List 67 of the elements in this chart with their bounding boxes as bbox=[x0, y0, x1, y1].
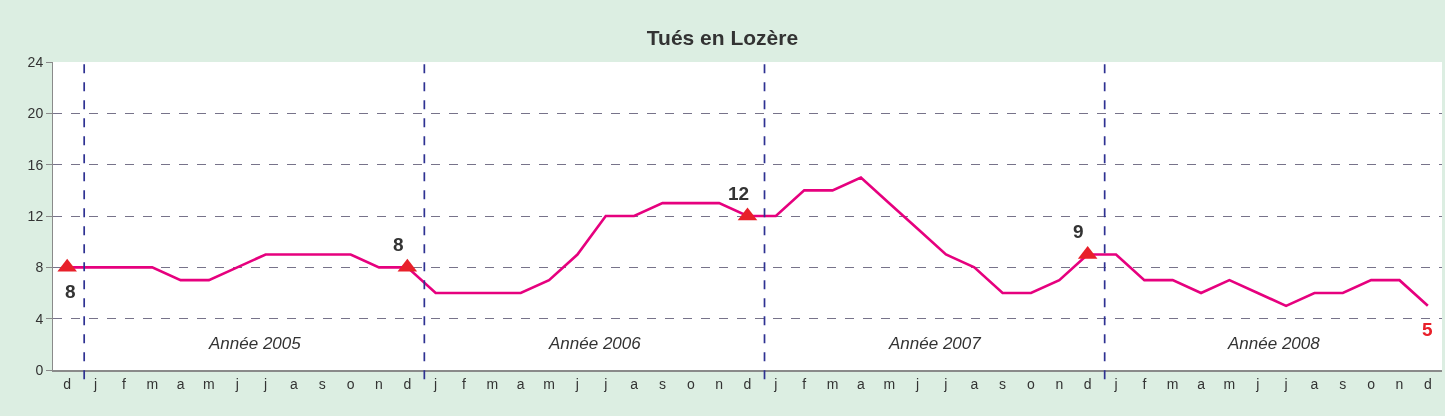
x-tick-label: m bbox=[543, 375, 555, 392]
x-tick-label: j bbox=[943, 375, 948, 392]
annotation: Année 2007 bbox=[888, 334, 982, 353]
y-tick-label: 20 bbox=[27, 105, 44, 122]
x-tick-label: j bbox=[773, 375, 778, 392]
y-tick-label: 4 bbox=[35, 310, 44, 327]
x-tick-label: a bbox=[1310, 375, 1319, 392]
x-tick-label: j bbox=[603, 375, 608, 392]
x-tick-label: o bbox=[686, 375, 695, 392]
x-tick-label: a bbox=[516, 375, 525, 392]
x-tick-label: d bbox=[1083, 375, 1092, 392]
y-tick-label: 16 bbox=[27, 156, 44, 173]
x-tick-label: j bbox=[1255, 375, 1260, 392]
x-tick-label: m bbox=[203, 375, 215, 392]
chart-title: Tués en Lozère bbox=[646, 26, 799, 50]
x-tick-label: j bbox=[263, 375, 268, 392]
annotation: Année 2006 bbox=[548, 334, 642, 353]
x-tick-label: s bbox=[318, 375, 326, 392]
x-tick-label: a bbox=[856, 375, 865, 392]
x-tick-label: a bbox=[630, 375, 639, 392]
x-tick-label: a bbox=[176, 375, 185, 392]
x-tick-label: s bbox=[999, 375, 1007, 392]
x-tick-label: d bbox=[403, 375, 412, 392]
point bbox=[57, 258, 77, 272]
annotation: Année 2008 bbox=[1227, 334, 1321, 353]
data-label: 8 bbox=[393, 234, 404, 255]
x-tick-label: o bbox=[346, 375, 355, 392]
data-label: 8 bbox=[65, 281, 76, 302]
annotation: Année 2005 bbox=[208, 334, 302, 353]
x-tick-label: f bbox=[802, 375, 807, 392]
x-tick-label: m bbox=[1166, 375, 1179, 392]
x-tick-label: f bbox=[121, 375, 126, 392]
x-tick-label: j bbox=[915, 375, 920, 392]
y-tick-label: 24 bbox=[27, 53, 44, 70]
x-tick-label: j bbox=[92, 375, 98, 392]
x-tick-label: a bbox=[1197, 375, 1206, 392]
x-tick-label: j bbox=[1283, 375, 1288, 392]
y-tick-label: 0 bbox=[35, 361, 44, 378]
x-tick-label: s bbox=[658, 375, 666, 392]
x-tick-label: a bbox=[290, 375, 299, 392]
x-tick-label: f bbox=[462, 375, 467, 392]
x-tick-label: m bbox=[826, 375, 839, 392]
data-label: 12 bbox=[728, 183, 750, 204]
x-tick-label: n bbox=[1395, 375, 1404, 392]
x-tick-label: s bbox=[1339, 375, 1347, 392]
x-tick-label: a bbox=[970, 375, 979, 392]
x-tick-label: o bbox=[1027, 375, 1036, 392]
x-tick-label: n bbox=[375, 375, 383, 392]
x-tick-label: j bbox=[1113, 375, 1118, 392]
x-tick-label: n bbox=[1055, 375, 1064, 392]
x-tick-label: m bbox=[146, 375, 159, 392]
data-label: 9 bbox=[1073, 221, 1084, 242]
x-tick-label: j bbox=[234, 375, 239, 392]
x-tick-label: f bbox=[1142, 375, 1147, 392]
x-tick-label: d bbox=[743, 375, 752, 392]
x-tick-label: d bbox=[63, 375, 72, 392]
x-tick-label: m bbox=[486, 375, 499, 392]
y-tick-label: 12 bbox=[27, 207, 44, 224]
x-tick-label: m bbox=[1223, 375, 1236, 392]
x-tick-label: j bbox=[433, 375, 438, 392]
data-label: 5 bbox=[1422, 319, 1433, 340]
x-tick-label: j bbox=[574, 375, 579, 392]
x-tick-label: m bbox=[883, 375, 896, 392]
y-tick-label: 8 bbox=[35, 259, 44, 276]
x-tick-label: d bbox=[1423, 375, 1432, 392]
x-tick-label: o bbox=[1367, 375, 1376, 392]
x-tick-label: n bbox=[715, 375, 724, 392]
